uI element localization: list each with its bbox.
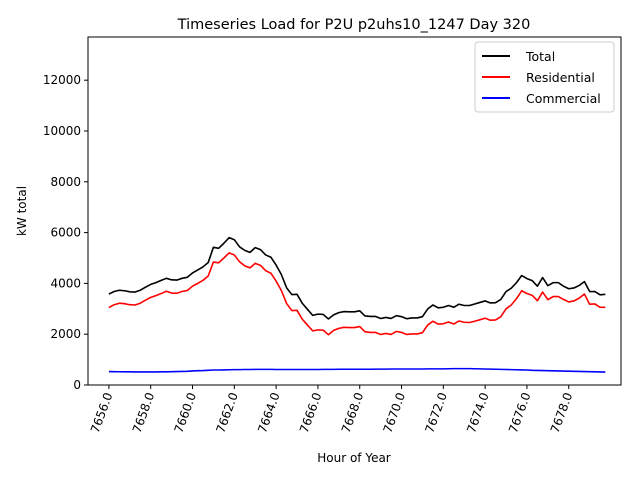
legend-label-total: Total [525,49,555,64]
y-tick-label: 4000 [50,276,81,290]
y-tick-label: 8000 [50,175,81,189]
x-tick-label: 7670.0 [381,391,409,435]
legend-label-commercial: Commercial [526,91,601,106]
y-axis: 0 2000 4000 6000 8000 10000 12000 [43,73,88,392]
plot-lines [108,236,606,373]
x-tick-label: 7662.0 [213,391,241,435]
x-tick-label: 7666.0 [297,391,325,435]
y-tick-label: 0 [73,378,81,392]
series-line-total [108,236,606,320]
x-tick-label: 7676.0 [506,391,534,435]
series-line-residential [108,252,606,336]
y-axis-label: kW total [15,186,29,236]
y-tick-label: 6000 [50,226,81,240]
y-tick-label: 12000 [43,73,81,87]
x-tick-label: 7658.0 [130,391,158,435]
x-axis-label: Hour of Year [317,451,391,465]
x-tick-label: 7668.0 [339,391,367,435]
legend: Total Residential Commercial [474,41,615,113]
x-tick-label: 7672.0 [422,391,450,435]
legend-label-residential: Residential [526,70,595,85]
y-tick-label: 10000 [43,124,81,138]
x-axis: 7656.0 7658.0 7660.0 7662.0 7664.0 7666.0 7668… [88,385,575,435]
legend-frame [474,41,615,113]
series-line-commercial [108,367,606,373]
x-tick-label: 7678.0 [548,391,576,435]
x-tick-label: 7656.0 [88,391,116,435]
y-tick-label: 2000 [50,327,81,341]
x-tick-label: 7660.0 [172,391,200,435]
x-tick-label: 7674.0 [464,391,492,435]
plot-area-frame [87,36,622,386]
chart-title: Timeseries Load for P2U p2uhs10_1247 Day… [177,17,531,33]
x-tick-label: 7664.0 [255,391,283,435]
